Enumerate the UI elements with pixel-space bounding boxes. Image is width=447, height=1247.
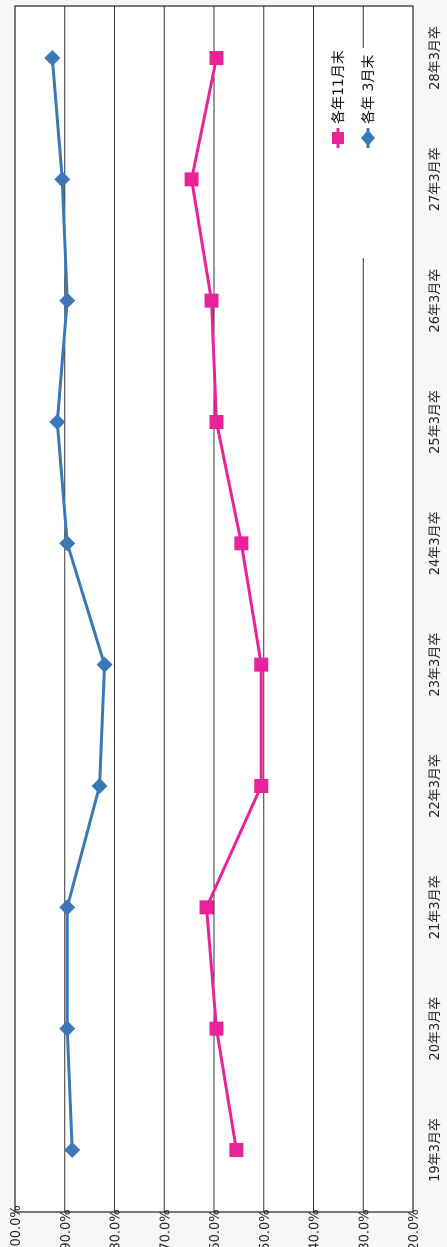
data-point-marker xyxy=(209,51,224,65)
y-tick-label: 60.0% xyxy=(208,1209,223,1247)
data-point-marker xyxy=(254,657,269,672)
series-line-0 xyxy=(190,57,263,1151)
data-point-marker xyxy=(209,1021,224,1036)
legend-label: 各年11月末 xyxy=(331,50,347,124)
data-point-marker xyxy=(44,50,61,66)
data-point-marker xyxy=(199,900,214,915)
x-tick-label: 25年3月卒 xyxy=(428,390,443,454)
y-tick-label: 100.0% xyxy=(9,1205,24,1247)
data-point-marker xyxy=(59,292,76,309)
y-tick-label: 30.0% xyxy=(357,1209,372,1247)
data-point-marker xyxy=(254,779,269,793)
data-point-marker xyxy=(49,414,66,430)
x-axis-tick-labels: 19年3月卒 20年3月卒 21年3月卒 22年3月卒 23年3月卒 24年3月卒 25年3… xyxy=(428,26,443,1182)
y-tick-label: 80.0% xyxy=(109,1209,124,1247)
y-tick-label: 50.0% xyxy=(258,1209,273,1247)
legend-swatch-marker xyxy=(332,132,344,144)
legend-label: 各年 3月末 xyxy=(361,55,377,124)
x-tick-label: 19年3月卒 xyxy=(428,1118,443,1182)
x-tick-label: 21年3月卒 xyxy=(428,875,443,939)
x-tick-label: 26年3月卒 xyxy=(428,269,443,333)
y-tick-label: 70.0% xyxy=(158,1209,173,1247)
legend-swatch-marker xyxy=(361,130,375,146)
data-point-marker xyxy=(234,536,249,551)
x-tick-label: 28年3月卒 xyxy=(428,26,443,90)
data-point-marker xyxy=(54,171,71,188)
data-point-marker xyxy=(204,293,219,308)
data-point-marker xyxy=(59,899,76,916)
data-point-marker xyxy=(59,535,76,552)
x-tick-label: 20年3月卒 xyxy=(428,997,443,1061)
data-point-marker xyxy=(59,1020,76,1037)
data-series xyxy=(44,50,269,1158)
data-point-marker xyxy=(184,172,199,187)
data-point-marker xyxy=(229,1143,244,1157)
x-tick-label: 23年3月卒 xyxy=(428,633,443,697)
legend: 各年11月末 各年 3月末 xyxy=(331,50,377,148)
data-point-marker xyxy=(91,778,108,794)
series-line-1 xyxy=(50,57,107,1151)
x-tick-label: 27年3月卒 xyxy=(428,147,443,211)
gridlines xyxy=(64,6,364,1212)
y-axis-tick-labels: 100.0% 90.0% 80.0% 70.0% 60.0% 50.0% 40.0% 30.0… xyxy=(9,1205,422,1247)
data-point-marker xyxy=(96,656,113,673)
x-tick-label: 22年3月卒 xyxy=(428,754,443,818)
y-tick-label: 40.0% xyxy=(308,1209,323,1247)
data-point-marker xyxy=(64,1142,81,1158)
data-point-marker xyxy=(209,415,224,429)
x-tick-label: 24年3月卒 xyxy=(428,511,443,575)
y-tick-label: 90.0% xyxy=(59,1209,74,1247)
y-tick-label: 20.0% xyxy=(407,1209,422,1247)
